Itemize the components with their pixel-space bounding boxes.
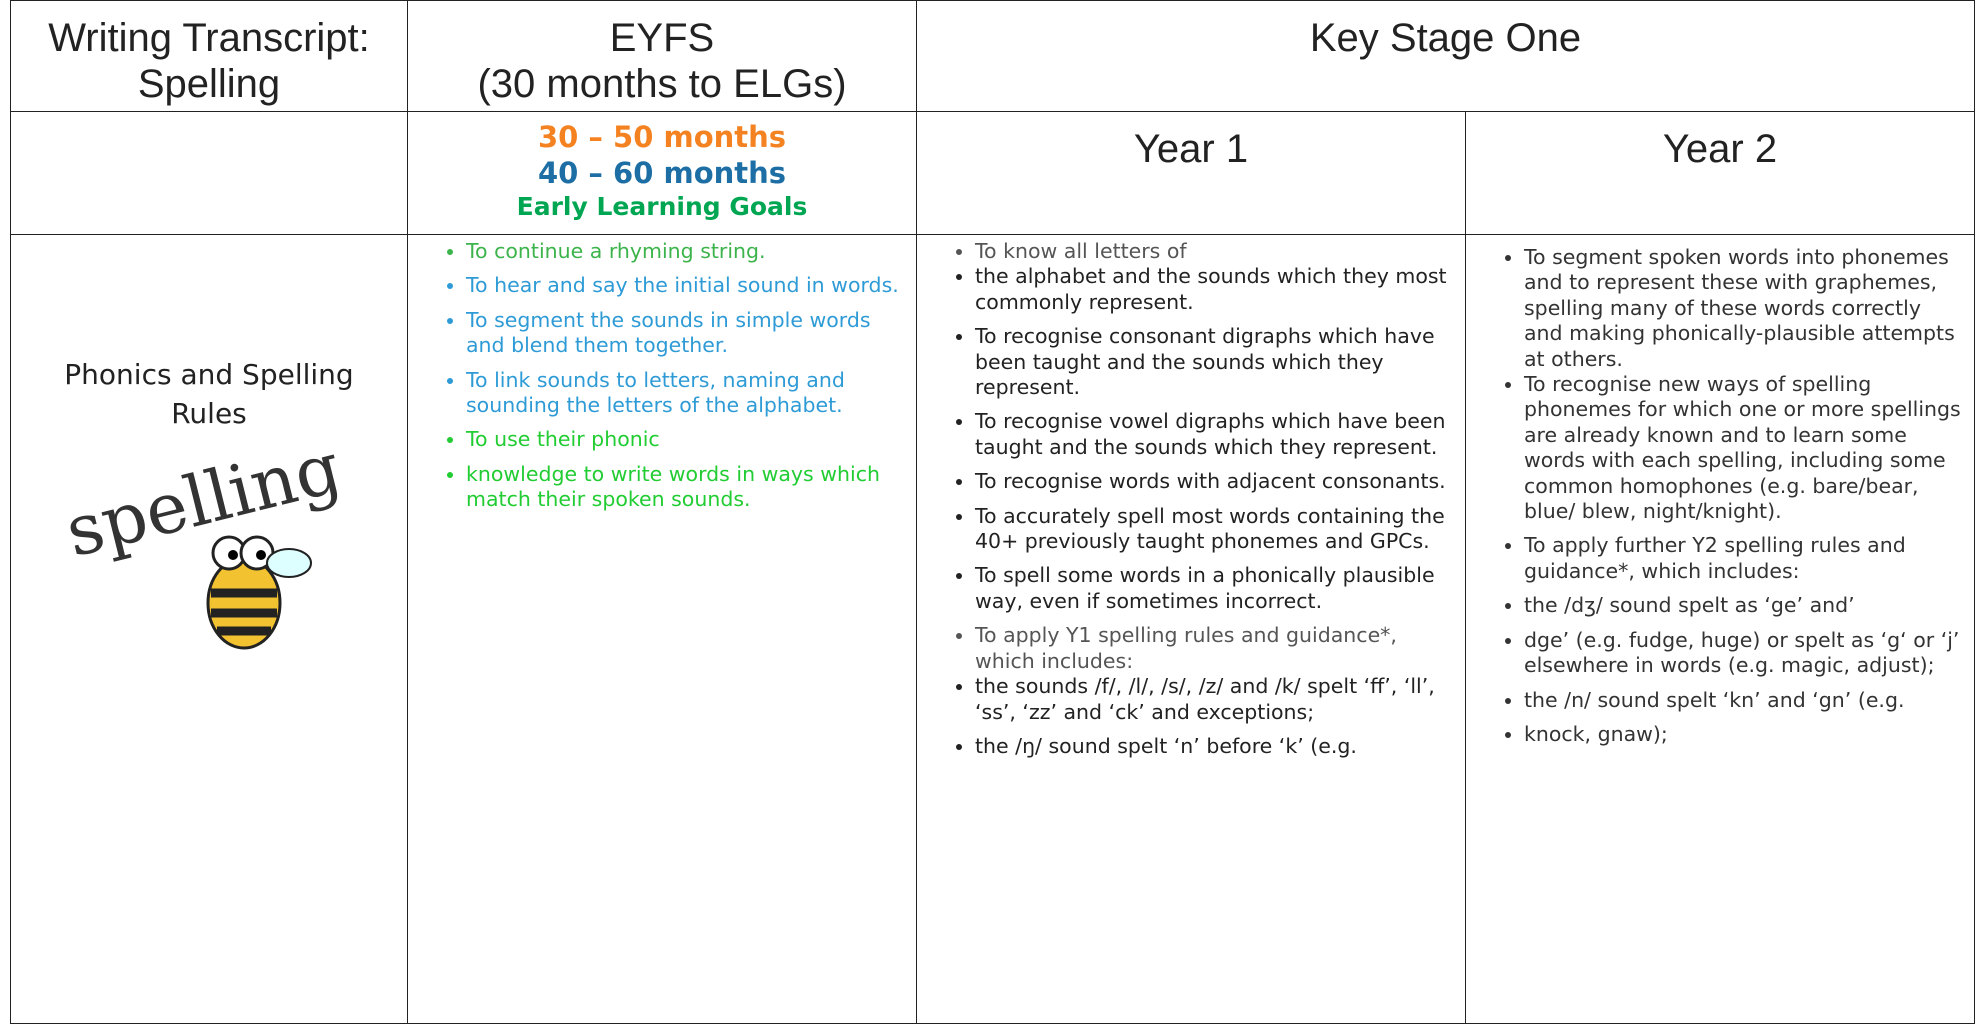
- list-item: To continue a rhyming string.: [466, 239, 904, 264]
- list-item: To segment spoken words into phonemes an…: [1524, 245, 1962, 372]
- eyfs-header: EYFS (30 months to ELGs): [407, 0, 917, 112]
- list-item: To know all letters of: [975, 239, 1453, 264]
- heading: Key Stage One: [1309, 16, 1582, 60]
- list: To segment spoken words into phonemes an…: [1466, 245, 1974, 747]
- list-item: To recognise consonant digraphs which ha…: [975, 324, 1453, 400]
- list-item: knock, gnaw);: [1524, 722, 1962, 747]
- list-item: the /dʒ/ sound spelt as ‘ge’ and’: [1524, 593, 1962, 618]
- list-item: To hear and say the initial sound in wor…: [466, 273, 904, 298]
- list: To continue a rhyming string. To hear and…: [408, 239, 916, 513]
- list-item: knowledge to write words in ways which m…: [466, 462, 904, 513]
- list-item: To recognise new ways of spelling phonem…: [1524, 372, 1962, 524]
- list-item: dge’ (e.g. fudge, huge) or spelt as ‘g‘ …: [1524, 628, 1962, 679]
- list-item: the /n/ sound spelt ‘kn’ and ‘gn’ (e.g.: [1524, 688, 1962, 713]
- title: Spelling: [137, 62, 281, 106]
- year-header: Year 1: [916, 111, 1466, 235]
- list-item: the /ŋ/ sound spelt ‘n’ before ‘k’ (e.g.: [975, 734, 1453, 759]
- heading: (30 months to ELGs): [477, 62, 847, 106]
- list-item: To spell some words in a phonically plau…: [975, 563, 1453, 614]
- eyfs-cell: To continue a rhyming string. To hear and…: [407, 234, 917, 1024]
- list-item: the sounds /f/, /l/, /s/, /z/ and /k/ sp…: [975, 674, 1453, 725]
- list-item: To use their phonic: [466, 427, 904, 452]
- bands-cell: 30 – 50 months 40 – 60 months Early Lear…: [407, 111, 917, 235]
- heading: Year 2: [1662, 127, 1778, 171]
- list-item: To link sounds to letters, naming and so…: [466, 368, 904, 419]
- band: 40 – 60 months: [537, 156, 787, 190]
- band: Early Learning Goals: [516, 192, 808, 221]
- ks1-header: Key Stage One: [916, 0, 1975, 112]
- heading: Year 1: [1133, 127, 1249, 171]
- illustration: spelling: [59, 453, 349, 650]
- list-item: To recognise words with adjacent consona…: [975, 469, 1453, 494]
- list-item: To recognise vowel digraphs which have b…: [975, 409, 1453, 460]
- list-item: the alphabet and the sounds which they m…: [975, 264, 1453, 315]
- title-cell: Writing Transcript: Spelling: [10, 0, 408, 112]
- title: Writing Transcript:: [48, 16, 370, 60]
- list-item: To apply Y1 spelling rules and guidance*…: [975, 623, 1453, 674]
- list-item: To apply further Y2 spelling rules and g…: [1524, 533, 1962, 584]
- year-header: Year 2: [1465, 111, 1975, 235]
- list-item: To segment the sounds in simple words an…: [466, 308, 904, 359]
- year2-cell: To segment spoken words into phonemes an…: [1465, 234, 1975, 1024]
- list-item: To accurately spell most words containin…: [975, 504, 1453, 555]
- row-label: Phonics and Spelling Rules: [64, 358, 354, 431]
- empty-cell: [10, 111, 408, 235]
- label-cell: Phonics and Spelling Rules spelling: [10, 234, 408, 1024]
- heading: EYFS: [609, 16, 715, 60]
- band: 30 – 50 months: [537, 120, 787, 154]
